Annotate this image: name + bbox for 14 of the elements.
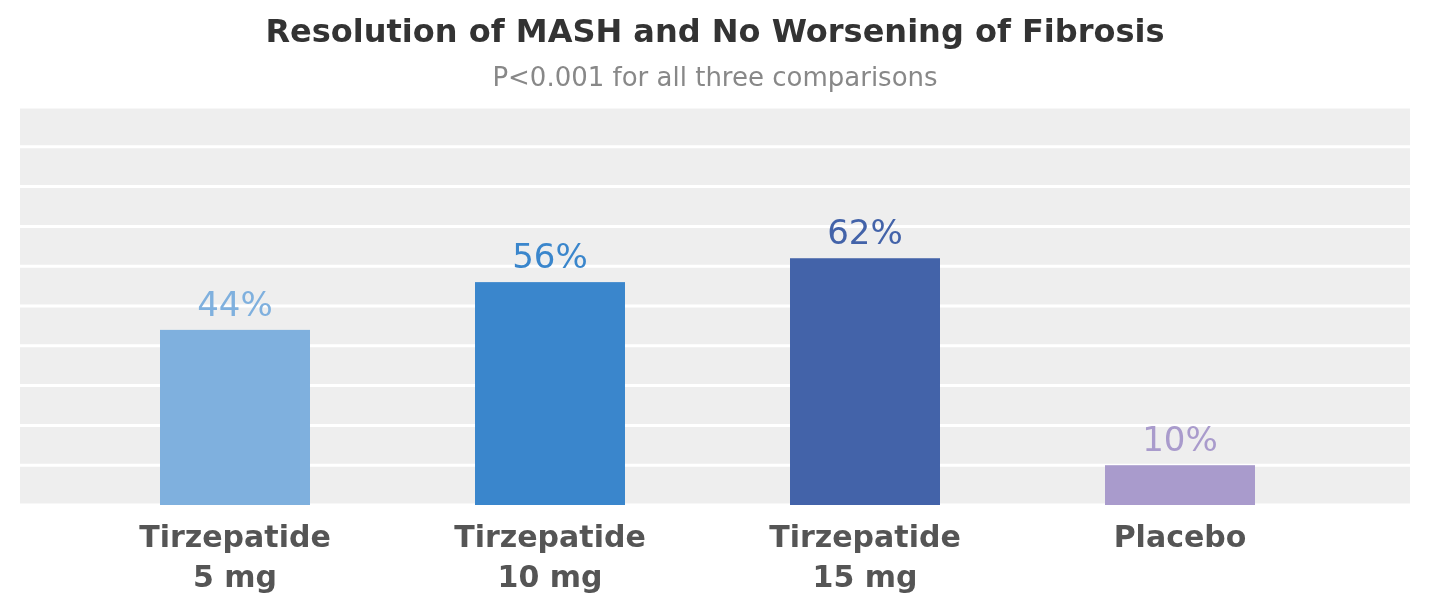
data-label: 10% bbox=[1142, 419, 1218, 460]
x-tick-label: Tirzepatide 10 mg bbox=[454, 519, 646, 594]
data-label: 56% bbox=[512, 236, 588, 277]
x-tick-label: Tirzepatide 15 mg bbox=[769, 519, 961, 594]
chart-title: Resolution of MASH and No Worsening of Fibrosis bbox=[265, 12, 1165, 50]
x-tick-label: Placebo bbox=[1113, 519, 1247, 554]
bar bbox=[475, 282, 625, 505]
bar bbox=[1105, 465, 1255, 505]
bar bbox=[160, 329, 310, 505]
data-label: 62% bbox=[827, 212, 903, 253]
bar bbox=[790, 258, 940, 505]
data-label: 44% bbox=[197, 283, 273, 324]
x-tick-label: Tirzepatide 5 mg bbox=[139, 519, 331, 594]
chart-subtitle: P<0.001 for all three comparisons bbox=[492, 62, 938, 92]
